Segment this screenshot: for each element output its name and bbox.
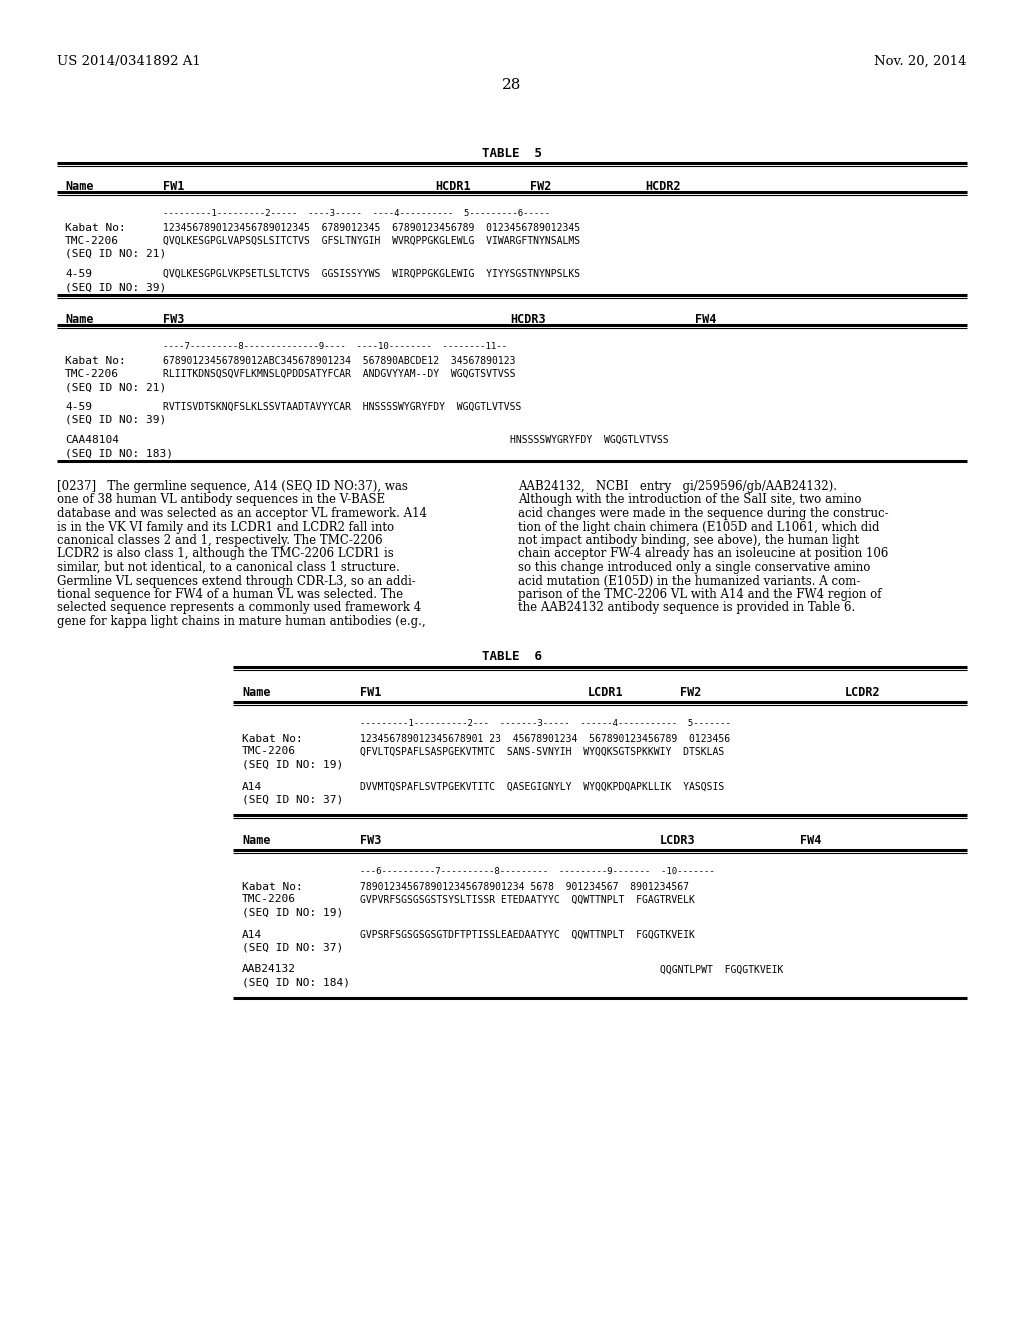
- Text: TABLE  6: TABLE 6: [482, 651, 542, 664]
- Text: Name: Name: [65, 180, 93, 193]
- Text: Nov. 20, 2014: Nov. 20, 2014: [874, 55, 967, 69]
- Text: TMC-2206: TMC-2206: [242, 895, 296, 904]
- Text: A14: A14: [242, 781, 262, 792]
- Text: TABLE  5: TABLE 5: [482, 147, 542, 160]
- Text: 7890123456789012345678901234 5678  901234567  8901234567: 7890123456789012345678901234 5678 901234…: [360, 882, 689, 891]
- Text: 1234567890123456789012345  6789012345  67890123456789  0123456789012345: 1234567890123456789012345 6789012345 678…: [163, 223, 581, 234]
- Text: GVPVRFSGSGSGSTSYSLTISSR ETEDAATYYC  QQWTTNPLT  FGAGTRVELK: GVPVRFSGSGSGSTSYSLTISSR ETEDAATYYC QQWTT…: [360, 895, 695, 904]
- Text: HCDR1: HCDR1: [435, 180, 471, 193]
- Text: LCDR3: LCDR3: [660, 834, 695, 847]
- Text: Germline VL sequences extend through CDR-L3, so an addi-: Germline VL sequences extend through CDR…: [57, 574, 416, 587]
- Text: AAB24132: AAB24132: [242, 965, 296, 974]
- Text: (SEQ ID NO: 19): (SEQ ID NO: 19): [242, 908, 343, 917]
- Text: is in the VK VI family and its LCDR1 and LCDR2 fall into: is in the VK VI family and its LCDR1 and…: [57, 520, 394, 533]
- Text: LCDR2: LCDR2: [845, 686, 881, 700]
- Text: HCDR3: HCDR3: [510, 313, 546, 326]
- Text: 4-59: 4-59: [65, 269, 92, 279]
- Text: ----7---------8--------------9----  ----10--------  --------11--: ----7---------8--------------9---- ----1…: [163, 342, 507, 351]
- Text: FW4: FW4: [800, 834, 821, 847]
- Text: TMC-2206: TMC-2206: [65, 236, 119, 246]
- Text: QQGNTLPWT  FGQGTKVEIK: QQGNTLPWT FGQGTKVEIK: [660, 965, 783, 974]
- Text: TMC-2206: TMC-2206: [65, 370, 119, 379]
- Text: 67890123456789012ABC345678901234  567890ABCDE12  34567890123: 67890123456789012ABC345678901234 567890A…: [163, 356, 515, 366]
- Text: tional sequence for FW4 of a human VL was selected. The: tional sequence for FW4 of a human VL wa…: [57, 587, 403, 601]
- Text: LCDR1: LCDR1: [588, 686, 624, 700]
- Text: the AAB24132 antibody sequence is provided in Table 6.: the AAB24132 antibody sequence is provid…: [518, 602, 855, 615]
- Text: database and was selected as an acceptor VL framework. A14: database and was selected as an acceptor…: [57, 507, 427, 520]
- Text: [0237]   The germline sequence, A14 (SEQ ID NO:37), was: [0237] The germline sequence, A14 (SEQ I…: [57, 480, 408, 492]
- Text: (SEQ ID NO: 183): (SEQ ID NO: 183): [65, 447, 173, 458]
- Text: HCDR2: HCDR2: [645, 180, 681, 193]
- Text: FW3: FW3: [360, 834, 381, 847]
- Text: Kabat No:: Kabat No:: [242, 882, 303, 891]
- Text: FW1: FW1: [360, 686, 381, 700]
- Text: (SEQ ID NO: 39): (SEQ ID NO: 39): [65, 282, 166, 292]
- Text: RLIITKDNSQSQVFLKMNSLQPDDSATYFCAR  ANDGVYYAM--DY  WGQGTSVTVSS: RLIITKDNSQSQVFLKMNSLQPDDSATYFCAR ANDGVYY…: [163, 370, 515, 379]
- Text: HNSSSSWYGRYFDY  WGQGTLVTVSS: HNSSSSWYGRYFDY WGQGTLVTVSS: [510, 436, 669, 445]
- Text: 123456789012345678901 23  45678901234  567890123456789  0123456: 123456789012345678901 23 45678901234 567…: [360, 734, 730, 743]
- Text: similar, but not identical, to a canonical class 1 structure.: similar, but not identical, to a canonic…: [57, 561, 399, 574]
- Text: Kabat No:: Kabat No:: [65, 356, 126, 366]
- Text: QVQLKESGPGLVAPSQSLSITCTVS  GFSLTNYGIH  WVRQPPGKGLEWLG  VIWARGFTNYNSALMS: QVQLKESGPGLVAPSQSLSITCTVS GFSLTNYGIH WVR…: [163, 236, 581, 246]
- Text: GVPSRFSGSGSGSGTDFTPTISSLEAEDAATYYC  QQWTTNPLT  FGQGTKVEIK: GVPSRFSGSGSGSGTDFTPTISSLEAEDAATYYC QQWTT…: [360, 929, 695, 940]
- Text: QVQLKESGPGLVKPSETLSLTCTVS  GGSISSYYWS  WIRQPPGKGLEWIG  YIYYSGSTNYNPSLKS: QVQLKESGPGLVKPSETLSLTCTVS GGSISSYYWS WIR…: [163, 269, 581, 279]
- Text: tion of the light chain chimera (E105D and L1061, which did: tion of the light chain chimera (E105D a…: [518, 520, 880, 533]
- Text: FW1: FW1: [163, 180, 184, 193]
- Text: (SEQ ID NO: 184): (SEQ ID NO: 184): [242, 978, 350, 987]
- Text: (SEQ ID NO: 21): (SEQ ID NO: 21): [65, 381, 166, 392]
- Text: (SEQ ID NO: 37): (SEQ ID NO: 37): [242, 942, 343, 953]
- Text: LCDR2 is also class 1, although the TMC-2206 LCDR1 is: LCDR2 is also class 1, although the TMC-…: [57, 548, 394, 561]
- Text: (SEQ ID NO: 19): (SEQ ID NO: 19): [242, 759, 343, 770]
- Text: US 2014/0341892 A1: US 2014/0341892 A1: [57, 55, 201, 69]
- Text: CAA48104: CAA48104: [65, 436, 119, 445]
- Text: FW2: FW2: [680, 686, 701, 700]
- Text: acid changes were made in the sequence during the construc-: acid changes were made in the sequence d…: [518, 507, 889, 520]
- Text: ---------1---------2-----  ----3-----  ----4----------  5---------6-----: ---------1---------2----- ----3----- ---…: [163, 209, 550, 218]
- Text: acid mutation (E105D) in the humanized variants. A com-: acid mutation (E105D) in the humanized v…: [518, 574, 860, 587]
- Text: TMC-2206: TMC-2206: [242, 747, 296, 756]
- Text: so this change introduced only a single conservative amino: so this change introduced only a single …: [518, 561, 870, 574]
- Text: AAB24132,   NCBI   entry   gi/259596/gb/AAB24132).: AAB24132, NCBI entry gi/259596/gb/AAB241…: [518, 480, 837, 492]
- Text: Name: Name: [65, 313, 93, 326]
- Text: selected sequence represents a commonly used framework 4: selected sequence represents a commonly …: [57, 602, 421, 615]
- Text: RVTISVDTSKNQFSLKLSSVTAADTAVYYCAR  HNSSSSWYGRYFDY  WGQGTLVTVSS: RVTISVDTSKNQFSLKLSSVTAADTAVYYCAR HNSSSSW…: [163, 403, 521, 412]
- Text: (SEQ ID NO: 39): (SEQ ID NO: 39): [65, 414, 166, 425]
- Text: FW4: FW4: [695, 313, 717, 326]
- Text: 28: 28: [503, 78, 521, 92]
- Text: ---6----------7----------8---------  ---------9-------  -10-------: ---6----------7----------8--------- ----…: [360, 867, 715, 876]
- Text: (SEQ ID NO: 37): (SEQ ID NO: 37): [242, 795, 343, 804]
- Text: (SEQ ID NO: 21): (SEQ ID NO: 21): [65, 249, 166, 259]
- Text: gene for kappa light chains in mature human antibodies (e.g.,: gene for kappa light chains in mature hu…: [57, 615, 426, 628]
- Text: QFVLTQSPAFLSASPGEKVTMTC  SANS-SVNYIH  WYQQKSGTSPKKWIY  DTSKLAS: QFVLTQSPAFLSASPGEKVTMTC SANS-SVNYIH WYQQ…: [360, 747, 724, 756]
- Text: Name: Name: [242, 834, 270, 847]
- Text: FW3: FW3: [163, 313, 184, 326]
- Text: Name: Name: [242, 686, 270, 700]
- Text: chain acceptor FW-4 already has an isoleucine at position 106: chain acceptor FW-4 already has an isole…: [518, 548, 889, 561]
- Text: one of 38 human VL antibody sequences in the V-BASE: one of 38 human VL antibody sequences in…: [57, 494, 385, 507]
- Text: DVVMTQSPAFLSVTPGEKVTITC  QASEGIGNYLY  WYQQKPDQAPKLLIK  YASQSIS: DVVMTQSPAFLSVTPGEKVTITC QASEGIGNYLY WYQQ…: [360, 781, 724, 792]
- Text: ---------1----------2---  -------3-----  ------4-----------  5-------: ---------1----------2--- -------3----- -…: [360, 719, 731, 729]
- Text: 4-59: 4-59: [65, 403, 92, 412]
- Text: FW2: FW2: [530, 180, 551, 193]
- Text: canonical classes 2 and 1, respectively. The TMC-2206: canonical classes 2 and 1, respectively.…: [57, 535, 383, 546]
- Text: A14: A14: [242, 929, 262, 940]
- Text: Although with the introduction of the SalI site, two amino: Although with the introduction of the Sa…: [518, 494, 861, 507]
- Text: not impact antibody binding, see above), the human light: not impact antibody binding, see above),…: [518, 535, 859, 546]
- Text: parison of the TMC-2206 VL with A14 and the FW4 region of: parison of the TMC-2206 VL with A14 and …: [518, 587, 882, 601]
- Text: Kabat No:: Kabat No:: [65, 223, 126, 234]
- Text: Kabat No:: Kabat No:: [242, 734, 303, 743]
